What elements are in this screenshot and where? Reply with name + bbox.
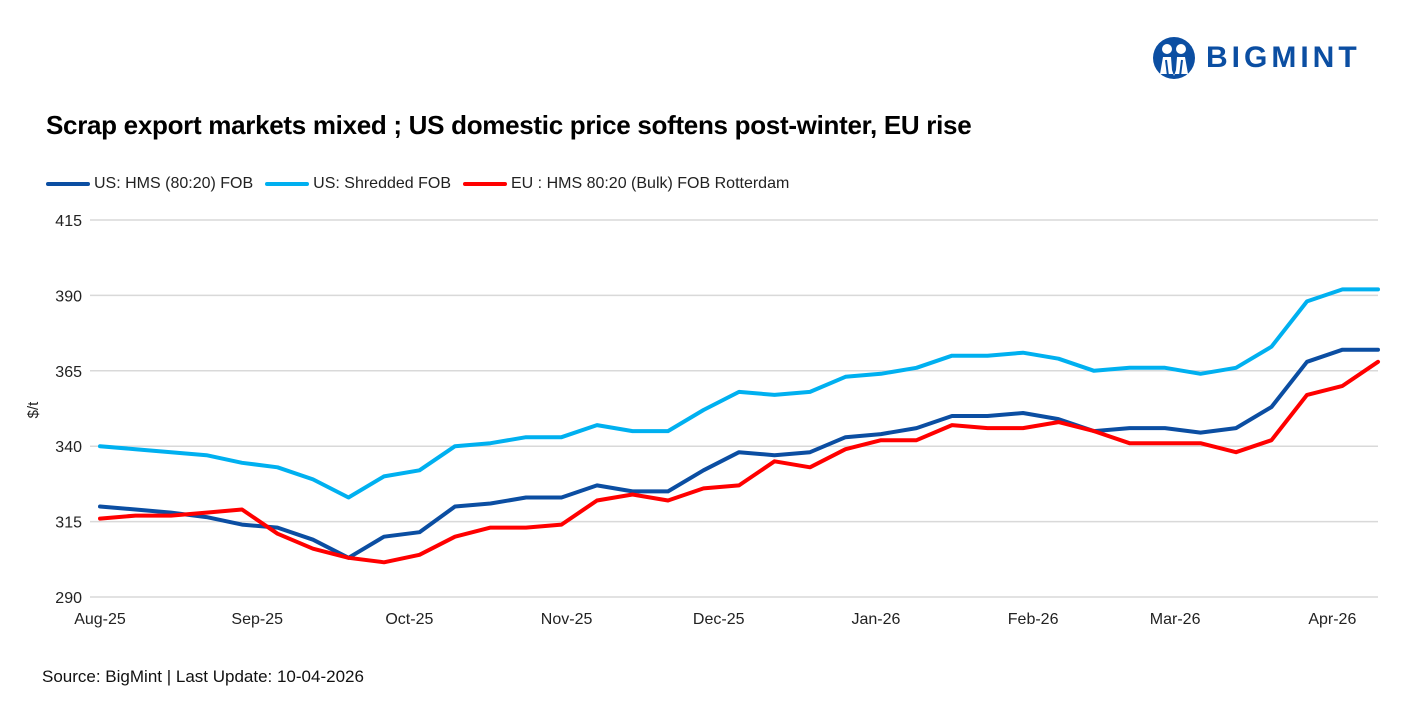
y-axis-label: $/t [25,401,42,419]
x-tick-label: Aug-25 [74,611,126,628]
x-tick-label: Nov-25 [541,611,593,628]
source-note: Source: BigMint | Last Update: 10-04-202… [42,667,364,686]
legend-swatch [265,182,310,186]
y-tick-label: 415 [55,213,82,230]
x-tick-label: Jan-26 [851,611,900,628]
x-tick-label: Apr-26 [1308,611,1356,628]
x-tick-label: Oct-25 [385,611,433,628]
legend-item-us-shredded: US: Shredded FOB [265,175,451,193]
y-tick-label: 365 [55,364,82,381]
x-tick-label: Mar-26 [1150,611,1201,628]
legend-label: US: Shredded FOB [313,175,451,192]
legend-label: US: HMS (80:20) FOB [94,175,254,192]
legend-label: EU : HMS 80:20 (Bulk) FOB Rotterdam [511,175,790,192]
y-tick-label: 390 [55,288,82,305]
x-tick-label: Sep-25 [231,611,283,628]
y-tick-label: 290 [55,590,82,607]
y-tick-label: 340 [55,439,82,456]
x-tick-label: Feb-26 [1008,611,1059,628]
x-tick-label: Dec-25 [693,611,745,628]
people-logo-icon [1153,37,1195,79]
series-line-us-hms [98,347,1380,560]
legend-item-eu-hms: EU : HMS 80:20 (Bulk) FOB Rotterdam [463,175,789,193]
series-line-eu-hms [98,359,1380,565]
y-tick-label: 315 [55,515,82,532]
logo-text: BIGMINT [1206,41,1361,74]
chart-title: Scrap export markets mixed ; US domestic… [46,110,972,140]
series-line-us-shredded [98,287,1380,500]
legend-item-us-hms: US: HMS (80:20) FOB [46,175,253,193]
legend-swatch [463,182,507,186]
bigmint-logo: BIGMINT [1152,36,1361,80]
legend-swatch [46,182,90,186]
legend: US: HMS (80:20) FOB US: Shredded FOB EU … [46,175,789,193]
